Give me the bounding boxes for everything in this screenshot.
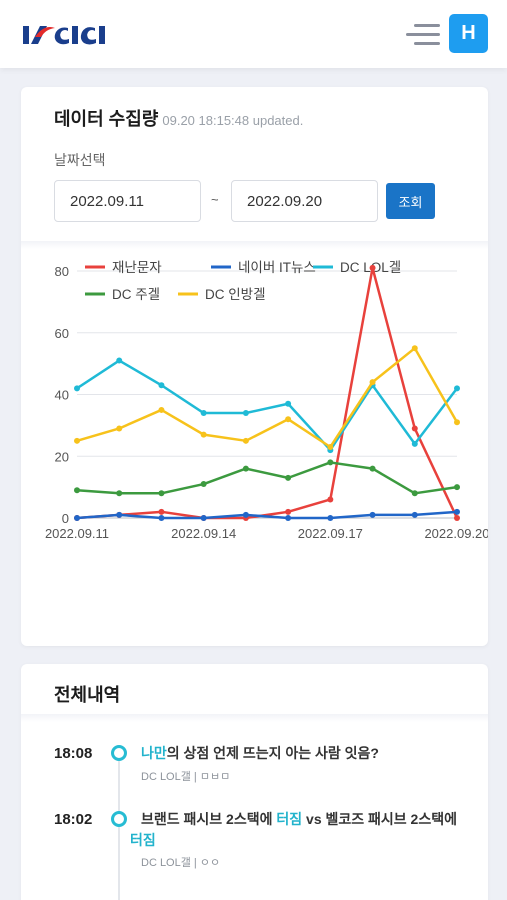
data-point — [327, 496, 334, 503]
x-tick-label: 2022.09.14 — [171, 526, 236, 541]
timeline-meta: DC LOL갤 | ㅇㅇ — [141, 857, 221, 869]
data-point — [454, 419, 460, 426]
data-point — [116, 511, 123, 518]
data-point — [411, 345, 418, 352]
timeline-dot-icon — [111, 745, 127, 761]
series-line — [76, 266, 459, 520]
updated-timestamp: 09.20 18:15:48 updated. — [162, 113, 304, 128]
series-line — [76, 510, 458, 520]
y-tick-label: 80 — [55, 264, 69, 279]
hamburger-menu-icon[interactable] — [404, 18, 440, 50]
x-tick-label: 2022.09.11 — [45, 526, 109, 541]
title-text: vs 벨코즈 패시브 2스택에 — [302, 811, 457, 827]
data-point — [158, 406, 165, 413]
data-point — [369, 511, 376, 518]
data-point — [411, 440, 418, 447]
data-point — [74, 487, 80, 494]
timeline-dot-icon — [111, 811, 127, 827]
data-point — [116, 357, 123, 364]
data-point — [158, 382, 165, 389]
data-point — [327, 459, 334, 466]
data-point — [327, 443, 334, 450]
end-date-input[interactable] — [231, 180, 378, 222]
timeline-time: 18:02 — [54, 811, 93, 828]
date-select-label: 날짜선택 — [54, 152, 106, 168]
data-point — [158, 490, 165, 497]
data-point — [285, 515, 292, 521]
legend-label: 재난문자 — [112, 260, 162, 275]
y-tick-label: 60 — [55, 326, 69, 341]
data-point — [74, 437, 80, 444]
data-point — [116, 490, 123, 497]
data-point — [327, 515, 334, 521]
data-point — [369, 465, 376, 472]
data-point — [242, 410, 249, 417]
data-point — [454, 484, 460, 491]
legend-label: DC 주겔 — [112, 287, 160, 302]
legend-label: DC 인방겔 — [205, 287, 266, 302]
data-point — [200, 410, 207, 417]
data-point — [242, 437, 249, 444]
keyword-highlight: 나만 — [141, 745, 167, 761]
top-header: H — [0, 0, 507, 68]
date-range-separator: ~ — [211, 192, 219, 207]
title-text: 의 상점 언제 뜨는지 아는 사람 잇음? — [166, 745, 379, 761]
timeline-meta: DC LOL갤 | ㅁㅂㅁ — [141, 771, 231, 783]
timeline-line — [118, 754, 120, 900]
search-button[interactable]: 조회 — [386, 183, 435, 219]
section-divider — [21, 241, 488, 249]
data-point — [200, 515, 207, 521]
data-point — [369, 379, 376, 386]
x-tick-label: 2022.09.20 — [424, 526, 488, 541]
data-point — [285, 416, 292, 423]
data-point — [369, 264, 376, 271]
series-line — [76, 359, 458, 452]
timeline-time: 18:08 — [54, 745, 93, 762]
data-point — [74, 515, 80, 521]
avatar-initial: H — [461, 22, 476, 44]
data-point — [200, 481, 207, 488]
keyword-highlight: 터짐 — [276, 811, 303, 827]
kici-logo[interactable] — [22, 20, 122, 50]
data-point — [158, 515, 165, 521]
series-line — [76, 346, 459, 449]
data-point — [285, 508, 292, 515]
data-point — [411, 425, 418, 432]
data-point — [411, 511, 418, 518]
y-tick-label: 0 — [62, 511, 69, 526]
data-point — [454, 385, 460, 392]
data-point — [285, 474, 292, 481]
data-point — [116, 425, 123, 432]
x-tick-label: 2022.09.17 — [298, 526, 363, 541]
series-line — [76, 461, 458, 495]
keyword-highlight: 터짐 — [130, 832, 156, 848]
title-text: 브랜드 패시브 2스택에 — [141, 811, 277, 827]
data-point — [158, 508, 165, 515]
data-point — [454, 508, 460, 515]
collection-line-chart: 0 20 40 60 80 2022.09.11 2022.09.14 2022.09.17 2… — [45, 260, 488, 541]
history-divider — [21, 714, 488, 722]
start-date-input[interactable] — [54, 180, 201, 222]
history-card: 전체내역 18:08 나만의 상점 언제 뜨는지 아는 사람 잇음? DC LO… — [21, 664, 488, 900]
data-point — [411, 490, 418, 497]
timeline-title[interactable]: 나만의 상점 언제 뜨는지 아는 사람 잇음? — [141, 743, 459, 764]
history-title: 전체내역 — [54, 685, 121, 705]
legend-label: 네이버 IT뉴스 — [238, 260, 316, 275]
y-tick-label: 40 — [55, 388, 69, 403]
collection-title: 데이터 수집량 09.20 18:15:48 updated. — [54, 105, 303, 131]
y-tick-label: 20 — [55, 449, 69, 464]
data-point — [285, 400, 292, 407]
data-point — [74, 385, 80, 392]
data-point — [454, 515, 460, 521]
user-avatar-button[interactable]: H — [449, 14, 488, 53]
data-point — [242, 511, 249, 518]
timeline-title[interactable]: 브랜드 패시브 2스택에 터짐 vs 벨코즈 패시브 2스택에 터짐 — [130, 809, 459, 851]
collection-title-text: 데이터 수집량 — [54, 109, 159, 129]
data-point — [200, 431, 207, 438]
data-point — [242, 465, 249, 472]
